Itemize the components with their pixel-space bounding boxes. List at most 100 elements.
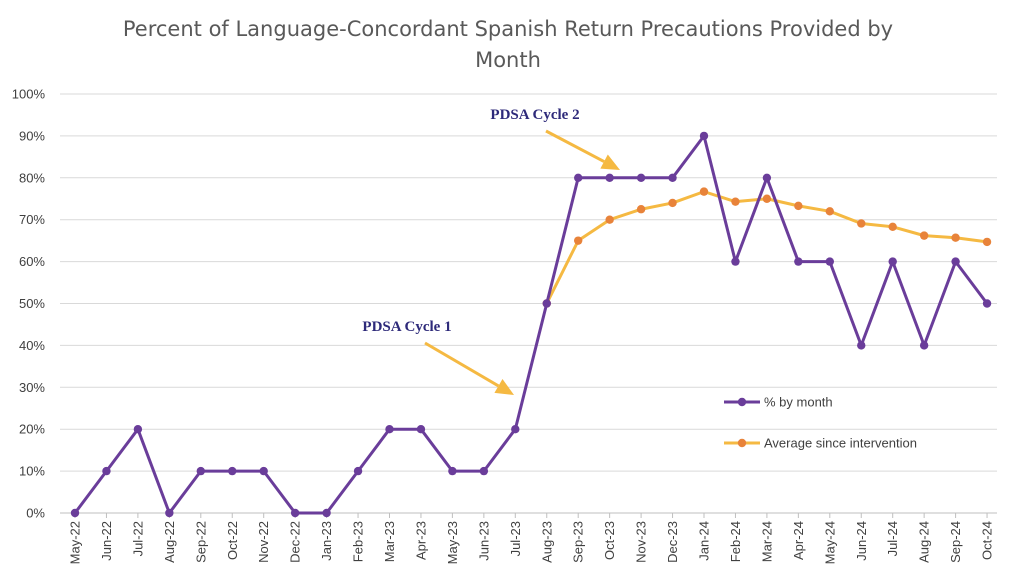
data-point [794, 201, 803, 211]
x-tick-label: May-24 [822, 521, 837, 564]
x-tick-label: Nov-23 [634, 521, 649, 563]
legend-label: Average since intervention [764, 436, 917, 451]
data-point [857, 219, 866, 228]
data-point [699, 187, 709, 196]
y-tick-label: 60% [19, 254, 45, 269]
series-line [73, 134, 989, 515]
data-point [353, 466, 363, 476]
annotation-arrow-head [494, 379, 514, 395]
chart-title-line-1: Percent of Language-Concordant Spanish R… [122, 17, 894, 41]
x-tick-label: Sep-24 [948, 521, 963, 563]
x-tick-label: Feb-24 [728, 521, 743, 562]
x-tick-label: Jun-22 [99, 521, 114, 561]
x-tick-label: Oct-23 [602, 521, 617, 560]
x-tick-label: May-22 [68, 521, 83, 564]
data-point [448, 466, 457, 476]
y-axis-ticks: 0% 10% 20% 30% 40% 50% 60% 70% 80% 90% 100% [12, 87, 46, 521]
x-tick-label: Jul-24 [885, 521, 900, 556]
x-tick-label: Mar-23 [382, 521, 397, 562]
annotation-arrow-head [600, 154, 620, 170]
chart-title: Percent of Language-Concordant Spanish R… [0, 14, 1016, 76]
y-tick-label: 40% [19, 338, 45, 353]
annotation-pdsa-cycle-1: PDSA Cycle 1 [362, 319, 514, 395]
data-point [731, 197, 740, 206]
y-tick-label: 50% [19, 296, 45, 311]
data-point [951, 257, 960, 266]
x-tick-label: Mar-24 [759, 521, 774, 562]
data-point [919, 341, 929, 350]
annotation-label: PDSA Cycle 1 [362, 319, 451, 335]
x-tick-label: Jul-22 [130, 521, 145, 556]
x-tick-label: Oct-22 [225, 521, 240, 560]
data-point [259, 466, 268, 476]
y-tick-label: 10% [19, 464, 45, 479]
data-point [699, 131, 709, 141]
data-point [982, 237, 992, 247]
data-point [542, 299, 551, 308]
series-line [545, 190, 988, 305]
annotation-arrow-shaft [424, 341, 500, 388]
data-point [888, 222, 897, 232]
data-point [794, 257, 803, 266]
data-point [825, 207, 834, 216]
data-point [636, 173, 646, 182]
x-tick-label: Aug-23 [539, 521, 554, 563]
x-tick-label: Jun-24 [854, 521, 869, 561]
data-point [133, 425, 143, 434]
y-tick-label: 70% [19, 212, 45, 227]
data-point [70, 508, 80, 518]
legend-entry-1: % by month [724, 395, 833, 410]
data-point [479, 466, 489, 476]
data-point [165, 508, 174, 518]
x-tick-label: Jul-23 [508, 521, 523, 556]
x-tick-label: Jun-23 [476, 521, 491, 561]
data-point [668, 198, 677, 208]
data-point [196, 466, 205, 476]
data-point [511, 425, 520, 434]
legend-entry-2: Average since intervention [724, 436, 917, 451]
annotation-arrow-shaft [545, 129, 605, 163]
x-tick-label: Oct-24 [980, 521, 995, 560]
data-point [762, 173, 772, 182]
gridlines [60, 93, 997, 514]
x-tick-label: Jan-23 [319, 521, 334, 561]
x-tick-label: Apr-24 [791, 521, 806, 560]
data-point [982, 299, 992, 308]
data-point [857, 341, 866, 350]
y-tick-label: 90% [19, 128, 45, 143]
data-point [731, 257, 740, 266]
y-tick-label: 100% [12, 87, 46, 102]
data-point [574, 173, 583, 182]
data-point [888, 257, 897, 266]
x-tick-label: Dec-22 [288, 521, 303, 563]
annotation-pdsa-cycle-2: PDSA Cycle 2 [490, 107, 620, 170]
x-tick-label: Dec-23 [665, 521, 680, 563]
x-axis-ticks: May-22 Jun-22 Jul-22 Aug-22 Sep-22 Oct-22 Nov-… [68, 513, 995, 564]
data-point [322, 508, 331, 518]
data-point [574, 236, 583, 245]
x-tick-label: Aug-24 [917, 521, 932, 563]
data-point [416, 425, 426, 434]
data-point [605, 215, 614, 224]
y-tick-label: 80% [19, 170, 45, 185]
series-percent-by-month [70, 131, 992, 518]
y-tick-label: 0% [26, 506, 45, 521]
data-point [102, 466, 111, 476]
data-point [825, 257, 834, 266]
y-tick-label: 20% [19, 422, 45, 437]
data-point [919, 231, 929, 240]
chart-title-line-2: Month [475, 48, 541, 72]
x-tick-label: Jan-24 [697, 521, 712, 561]
data-point [290, 508, 300, 518]
legend: % by month Average since intervention [724, 395, 917, 451]
legend-swatch-marker [737, 397, 747, 407]
annotations: PDSA Cycle 1 PDSA Cycle 2 [362, 107, 620, 395]
legend-swatch-marker [737, 438, 747, 448]
data-point [951, 233, 960, 242]
x-tick-label: Apr-23 [413, 521, 428, 560]
data-point [385, 425, 394, 434]
x-tick-label: Sep-23 [571, 521, 586, 563]
data-point [605, 173, 614, 182]
